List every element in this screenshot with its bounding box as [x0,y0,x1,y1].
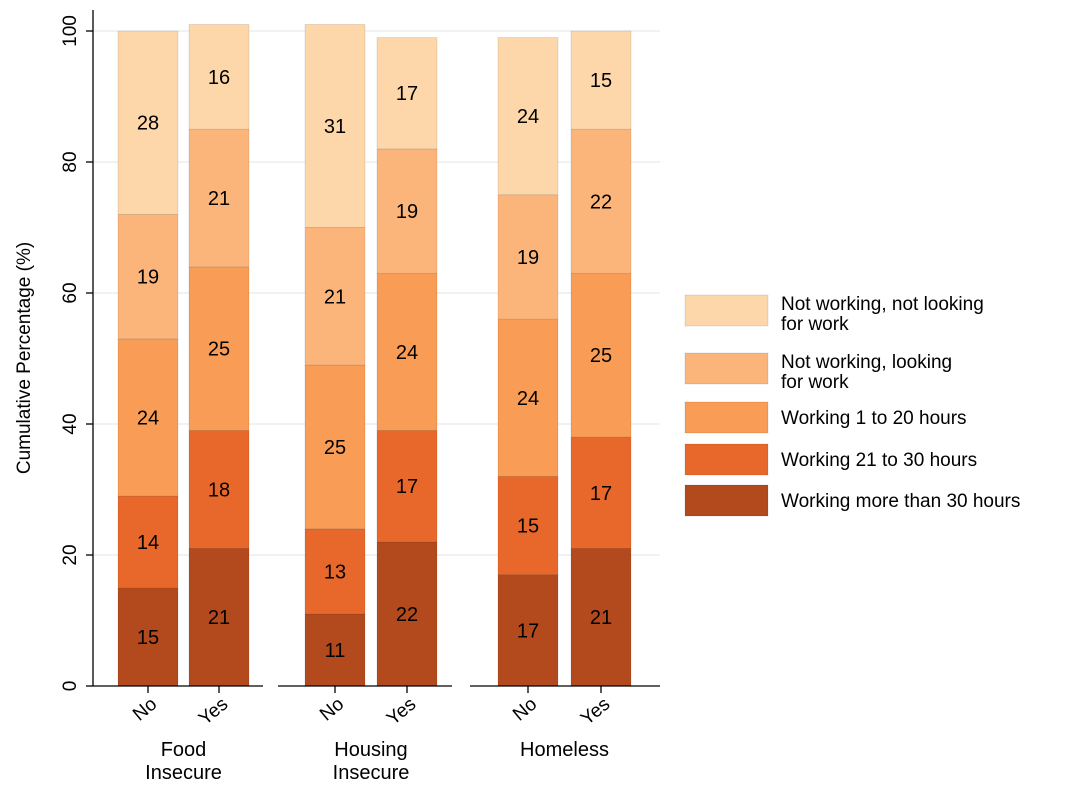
bar-segment [376,148,438,274]
group-label: Housing Insecure [333,739,410,784]
data-label: 24 [396,342,418,364]
bars: 15 14 24 19 28 21 18 25 21 16 11 13 25 21 31 22 17 24 19 17… [117,24,632,687]
bar-segment [376,37,438,150]
legend-label: Working 1 to 20 hours [781,408,967,429]
y-tick-label: 40 [60,413,81,434]
data-label: 17 [396,476,418,498]
bar-segment [117,30,179,215]
legend: Not working, not looking for work Not work… [684,294,1020,517]
bar-segment [304,613,366,687]
data-label: 18 [208,480,230,502]
bar-segment [304,227,366,366]
bar-segment [188,430,250,549]
bar-segment [304,24,366,228]
data-label: 17 [517,620,539,642]
bar-segment [117,495,179,589]
data-label: 21 [208,188,230,210]
data-label: 19 [396,201,418,223]
x-tick-label: No [316,694,348,726]
data-label: 25 [590,345,612,367]
y-tick-label: 20 [60,544,81,565]
bar-segment [570,272,632,438]
data-label: 28 [137,113,159,135]
legend-item: Working 21 to 30 hours [684,443,977,476]
data-label: 19 [517,247,539,269]
data-label: 22 [590,191,612,213]
legend-label: Working more than 30 hours [781,491,1020,512]
y-tick-label: 100 [60,15,81,47]
legend-item: Working more than 30 hours [684,484,1020,517]
data-label: 17 [396,83,418,105]
data-label: 21 [324,286,346,308]
legend-swatch [684,401,769,434]
bar-segment [497,475,559,576]
bar-segment [376,272,438,431]
data-label: 21 [590,607,612,629]
axes: 0 20 40 60 80 100 Cumulative Percentage (%) No Y… [14,10,660,784]
x-tick-label: Yes [195,694,232,730]
data-label: 19 [137,267,159,289]
data-label: 25 [324,437,346,459]
data-label: 22 [396,604,418,626]
x-tick-label: Yes [383,694,420,730]
bar-segment [304,364,366,530]
data-label: 24 [517,106,539,128]
data-label: 15 [517,516,539,538]
gridlines [93,30,660,556]
y-axis-title: Cumulative Percentage (%) [14,242,35,474]
x-tick-label: No [129,694,161,726]
data-label: 24 [137,407,159,429]
data-label: 25 [208,339,230,361]
data-label: 14 [137,532,159,554]
bar-segment [497,574,559,687]
y-tick-label: 0 [60,681,81,692]
bar-segment [570,30,632,130]
data-label: 21 [208,607,230,629]
bar-segment [304,528,366,615]
data-label: 17 [590,483,612,505]
data-label: 31 [324,116,346,138]
legend-item: Not working, not looking for work [684,294,984,335]
x-tick-label: No [509,694,541,726]
legend-label: Working 21 to 30 hours [781,450,977,471]
bar-segment [188,128,250,268]
bar-segment [188,266,250,431]
bar-segment [117,587,179,687]
bar-segment [570,548,632,687]
bar-segment [376,430,438,543]
bar-segment [117,338,179,497]
bar-segment [570,128,632,274]
y-tick-label: 80 [60,151,81,172]
bar-segment [497,318,559,477]
data-label: 11 [325,640,346,662]
data-label: 15 [590,70,612,92]
legend-item: Not working, looking for work [684,352,952,393]
legend-swatch [684,352,769,385]
x-tick-label: Yes [577,694,614,730]
y-tick-label: 60 [60,282,81,303]
data-label: 16 [208,67,230,89]
group-label: Food Insecure [145,739,222,784]
bar-segment [376,541,438,687]
legend-label: Not working, not looking for work [781,294,984,335]
group-label: Homeless [520,739,609,761]
bar-segment [188,24,250,130]
legend-swatch [684,443,769,476]
legend-item: Working 1 to 20 hours [684,401,967,434]
bar-segment [570,436,632,549]
legend-swatch [684,484,769,517]
data-label: 24 [517,388,539,410]
data-label: 13 [324,561,346,583]
legend-swatch [684,294,769,327]
legend-label: Not working, looking for work [781,352,952,393]
data-label: 15 [137,627,159,649]
bar-segment [497,37,559,196]
bar-segment [497,194,559,320]
